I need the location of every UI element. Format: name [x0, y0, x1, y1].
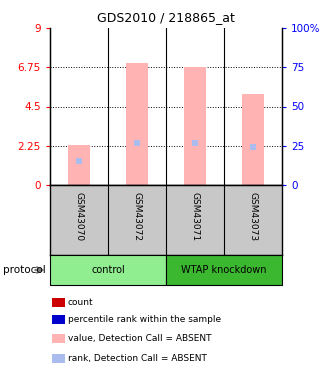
- Text: percentile rank within the sample: percentile rank within the sample: [68, 315, 221, 324]
- Text: count: count: [68, 298, 93, 307]
- Text: rank, Detection Call = ABSENT: rank, Detection Call = ABSENT: [68, 354, 206, 363]
- Text: GSM43070: GSM43070: [75, 192, 84, 241]
- Text: GSM43073: GSM43073: [249, 192, 258, 241]
- Text: GSM43071: GSM43071: [190, 192, 199, 241]
- Text: control: control: [91, 265, 125, 275]
- Bar: [166, 255, 282, 285]
- Text: protocol: protocol: [3, 265, 46, 275]
- Bar: [52, 334, 65, 343]
- Text: WTAP knockdown: WTAP knockdown: [181, 265, 267, 275]
- Bar: [184, 67, 206, 185]
- Title: GDS2010 / 218865_at: GDS2010 / 218865_at: [97, 11, 235, 24]
- Bar: [126, 63, 148, 185]
- Bar: [52, 315, 65, 324]
- Bar: [52, 354, 65, 363]
- Text: GSM43072: GSM43072: [132, 192, 141, 241]
- Bar: [68, 145, 90, 185]
- Bar: [52, 298, 65, 307]
- Bar: [50, 255, 166, 285]
- Text: value, Detection Call = ABSENT: value, Detection Call = ABSENT: [68, 334, 211, 343]
- Bar: [242, 94, 264, 185]
